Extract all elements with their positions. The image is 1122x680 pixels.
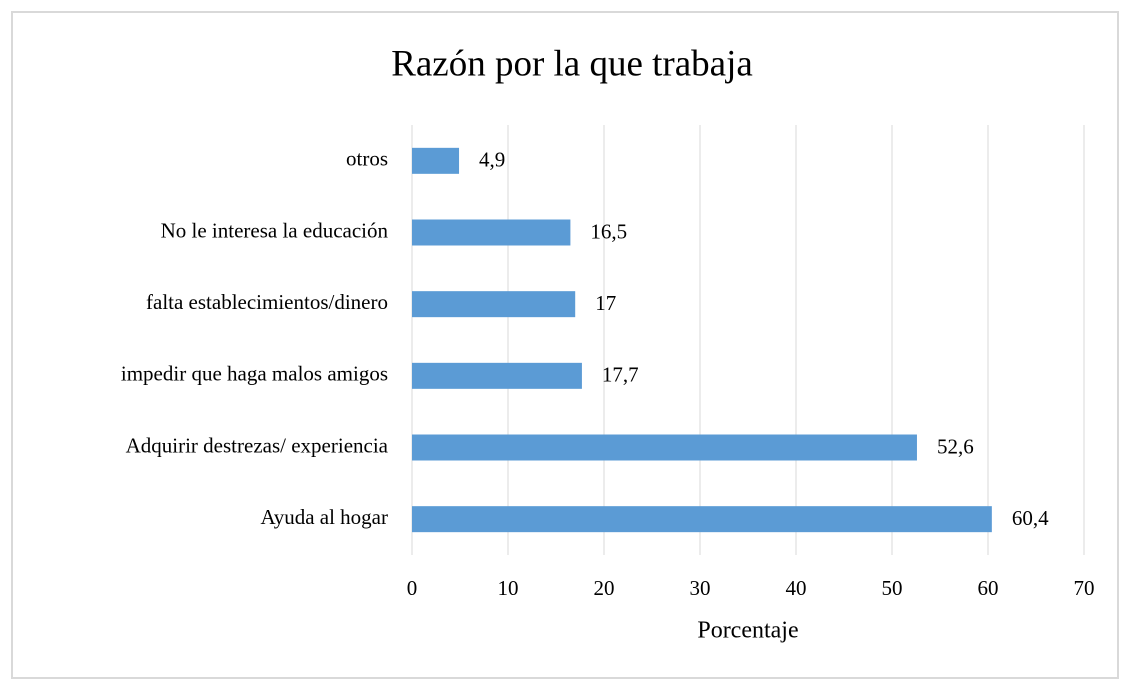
value-label: 52,6 <box>937 434 974 458</box>
bar <box>412 219 571 246</box>
x-tick-label: 20 <box>594 576 615 600</box>
x-tick-label: 50 <box>882 576 903 600</box>
y-tick-label: otros <box>346 147 388 171</box>
bar <box>412 291 576 318</box>
y-tick-label: No le interesa la educación <box>161 218 389 242</box>
x-axis-title: Porcentaje <box>697 618 798 644</box>
bar <box>412 362 582 389</box>
value-label: 60,4 <box>1012 506 1049 530</box>
value-label: 4,9 <box>479 148 505 172</box>
value-label: 17,7 <box>602 363 639 387</box>
bar <box>412 506 992 533</box>
x-tick-label: 0 <box>407 576 418 600</box>
y-tick-label: Ayuda al hogar <box>260 505 388 529</box>
y-tick-label: Adquirir destrezas/ experiencia <box>126 433 389 457</box>
chart-frame <box>11 11 1119 679</box>
y-tick-label: falta establecimientos/dinero <box>146 290 388 314</box>
bar <box>412 147 460 174</box>
x-tick-label: 40 <box>786 576 807 600</box>
x-tick-label: 60 <box>978 576 999 600</box>
x-tick-label: 70 <box>1074 576 1095 600</box>
chart-title: Razón por la que trabaja <box>391 43 753 84</box>
value-label: 17 <box>595 291 616 315</box>
value-label: 16,5 <box>590 219 627 243</box>
x-tick-label: 30 <box>690 576 711 600</box>
x-tick-label: 10 <box>498 576 519 600</box>
bar <box>412 434 917 461</box>
y-tick-label: impedir que haga malos amigos <box>121 362 388 386</box>
